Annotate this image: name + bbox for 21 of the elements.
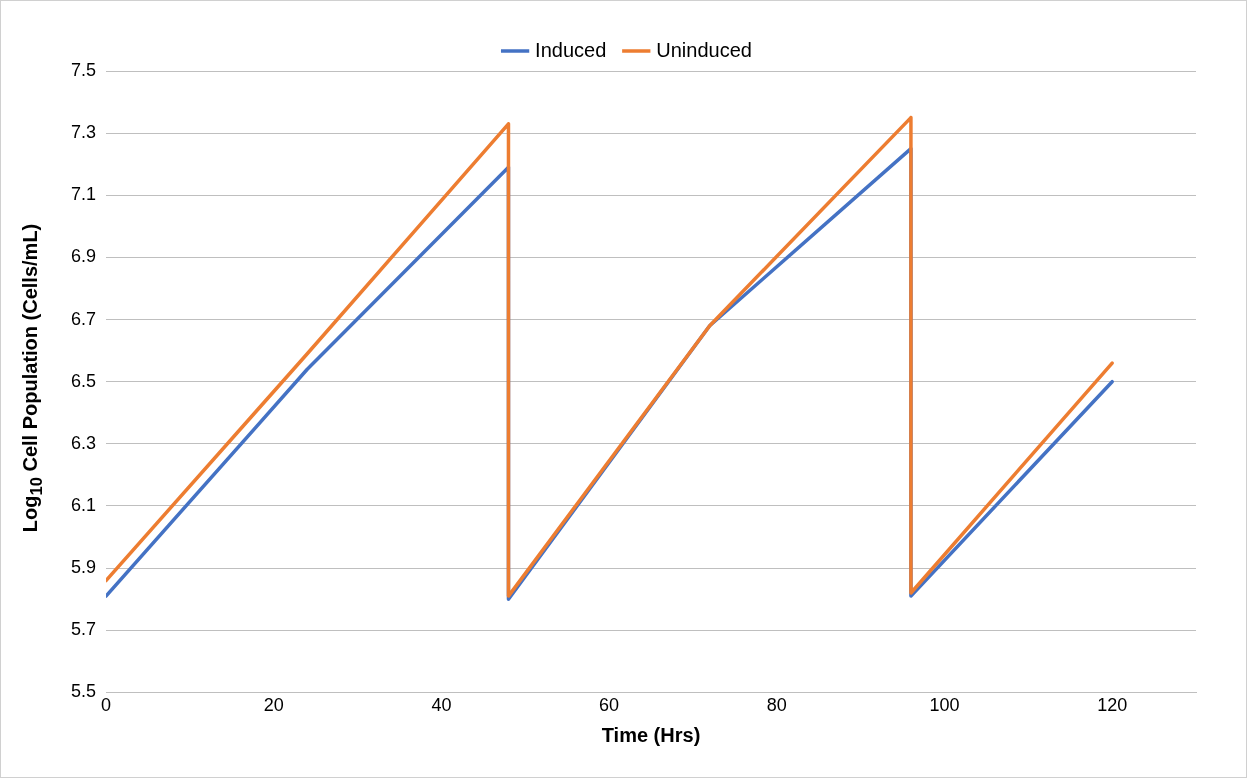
x-tick-label: 0 bbox=[101, 695, 112, 716]
y-tick-label: 7.1 bbox=[70, 184, 97, 205]
x-tick-label: 80 bbox=[766, 695, 787, 716]
y-tick-label: 7.3 bbox=[70, 122, 97, 143]
x-tick-label: 120 bbox=[1097, 695, 1128, 716]
legend-label: Induced bbox=[535, 38, 607, 61]
x-axis-title: Time (Hrs) bbox=[601, 723, 701, 746]
y-tick-label: 6.1 bbox=[70, 494, 97, 515]
y-tick-label: 6.3 bbox=[70, 432, 97, 453]
y-tick-label: 6.9 bbox=[70, 246, 97, 267]
x-tick-label: 60 bbox=[599, 695, 620, 716]
y-tick-label: 6.5 bbox=[70, 370, 97, 391]
x-tick-label: 40 bbox=[431, 695, 452, 716]
y-tick-label: 5.9 bbox=[70, 557, 97, 578]
y-tick-label: 5.7 bbox=[70, 619, 97, 640]
y-tick-label: 6.7 bbox=[70, 308, 97, 329]
x-tick-label: 20 bbox=[263, 695, 284, 716]
y-tick-label: 7.5 bbox=[70, 59, 97, 80]
y-tick-label: 5.5 bbox=[70, 681, 97, 702]
x-tick-label: 100 bbox=[929, 695, 960, 716]
legend-label: Uninduced bbox=[656, 38, 752, 61]
